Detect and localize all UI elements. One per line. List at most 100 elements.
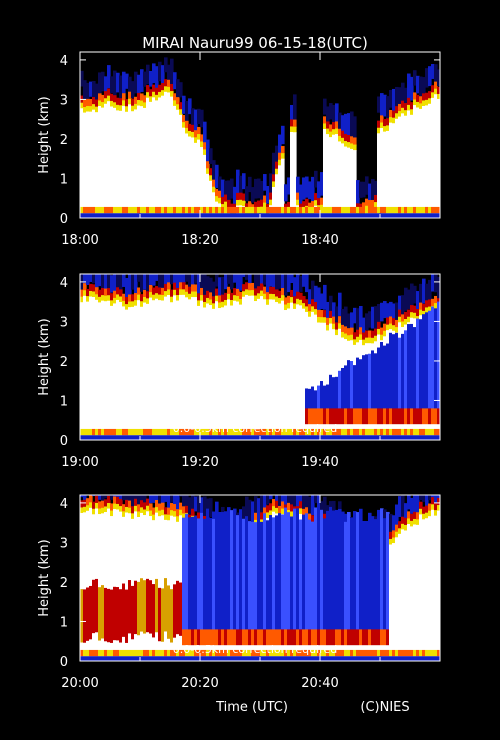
echo-cell [98, 435, 102, 440]
echo-cell [113, 107, 117, 218]
echo-cell [104, 435, 108, 440]
echo-cell [89, 81, 93, 97]
echo-cell [248, 176, 252, 193]
echo-cell [281, 295, 285, 302]
echo-cell [428, 103, 432, 218]
echo-cell [194, 213, 198, 218]
echo-cell [359, 305, 363, 329]
echo-cell [284, 656, 288, 661]
echo-cell [197, 126, 201, 136]
echo-cell [332, 649, 336, 657]
echo-cell [254, 629, 258, 646]
echo-cell [269, 629, 273, 646]
echo-cell [155, 100, 159, 218]
echo-cell [323, 213, 327, 218]
echo-cell [194, 515, 198, 642]
echo-cell [341, 137, 345, 145]
echo-cell [191, 206, 195, 214]
echo-cell [89, 283, 93, 292]
echo-cell [380, 93, 384, 117]
echo-cell [80, 213, 84, 218]
echo-cell [425, 99, 429, 107]
echo-cell [92, 80, 96, 103]
echo-cell [239, 649, 243, 657]
echo-cell [398, 111, 402, 118]
echo-cell [110, 93, 114, 102]
echo-cell [143, 274, 147, 290]
echo-cell [107, 295, 111, 302]
echo-cell [86, 98, 90, 107]
echo-cell [263, 202, 267, 210]
echo-cell [425, 495, 429, 509]
echo-cell [383, 118, 387, 128]
echo-cell [80, 428, 84, 436]
echo-cell [413, 495, 417, 513]
echo-cell [380, 115, 384, 124]
echo-cell [326, 213, 330, 218]
echo-cell [419, 302, 423, 311]
echo-cell [185, 629, 189, 646]
echo-cell [128, 294, 132, 303]
y-tick-label: 0 [60, 212, 68, 227]
echo-cell [353, 428, 357, 436]
echo-cell [329, 137, 333, 218]
echo-cell [422, 656, 426, 661]
echo-cell [404, 517, 408, 526]
echo-cell [92, 97, 96, 106]
echo-cell [344, 326, 348, 335]
echo-cell [221, 196, 225, 206]
echo-cell [116, 294, 120, 301]
echo-cell [287, 629, 291, 646]
echo-cell [86, 105, 90, 113]
echo-cell [197, 428, 201, 436]
backscatter-image [80, 52, 440, 218]
echo-cell [92, 274, 96, 284]
echo-cell [185, 120, 189, 129]
echo-cell [437, 435, 440, 440]
echo-cell [233, 516, 237, 642]
echo-cell [131, 274, 135, 290]
echo-cell [395, 327, 399, 334]
echo-cell [317, 213, 321, 218]
echo-cell [338, 316, 342, 325]
echo-cell [92, 213, 96, 218]
echo-cell [206, 276, 210, 303]
echo-cell [266, 656, 270, 661]
echo-cell [134, 435, 138, 440]
echo-cell [242, 193, 246, 202]
echo-cell [272, 649, 276, 657]
echo-cell [161, 300, 165, 440]
echo-cell [377, 321, 381, 330]
echo-cell [227, 293, 231, 301]
echo-cell [191, 274, 195, 293]
echo-cell [83, 99, 87, 109]
echo-cell [272, 181, 276, 188]
echo-cell [269, 206, 273, 214]
echo-cell [428, 310, 432, 421]
echo-cell [431, 435, 435, 440]
echo-cell [128, 91, 132, 100]
echo-cell [110, 516, 114, 661]
echo-cell [356, 435, 360, 440]
echo-cell [422, 303, 426, 312]
echo-cell [206, 297, 210, 305]
echo-cell [392, 325, 396, 332]
echo-cell [413, 213, 417, 218]
echo-cell [158, 213, 162, 218]
echo-cell [167, 294, 171, 440]
echo-cell [392, 88, 396, 113]
echo-cell [92, 104, 96, 111]
echo-cell [422, 278, 426, 304]
echo-cell [137, 504, 141, 513]
echo-cell [185, 428, 189, 436]
echo-cell [296, 298, 300, 306]
echo-cell [104, 103, 108, 218]
echo-cell [374, 335, 378, 343]
echo-cell [173, 504, 177, 513]
echo-cell [212, 186, 216, 194]
echo-cell [380, 302, 384, 322]
echo-cell [95, 502, 99, 510]
echo-cell [119, 506, 123, 513]
echo-cell [419, 501, 423, 510]
echo-cell [428, 306, 432, 314]
